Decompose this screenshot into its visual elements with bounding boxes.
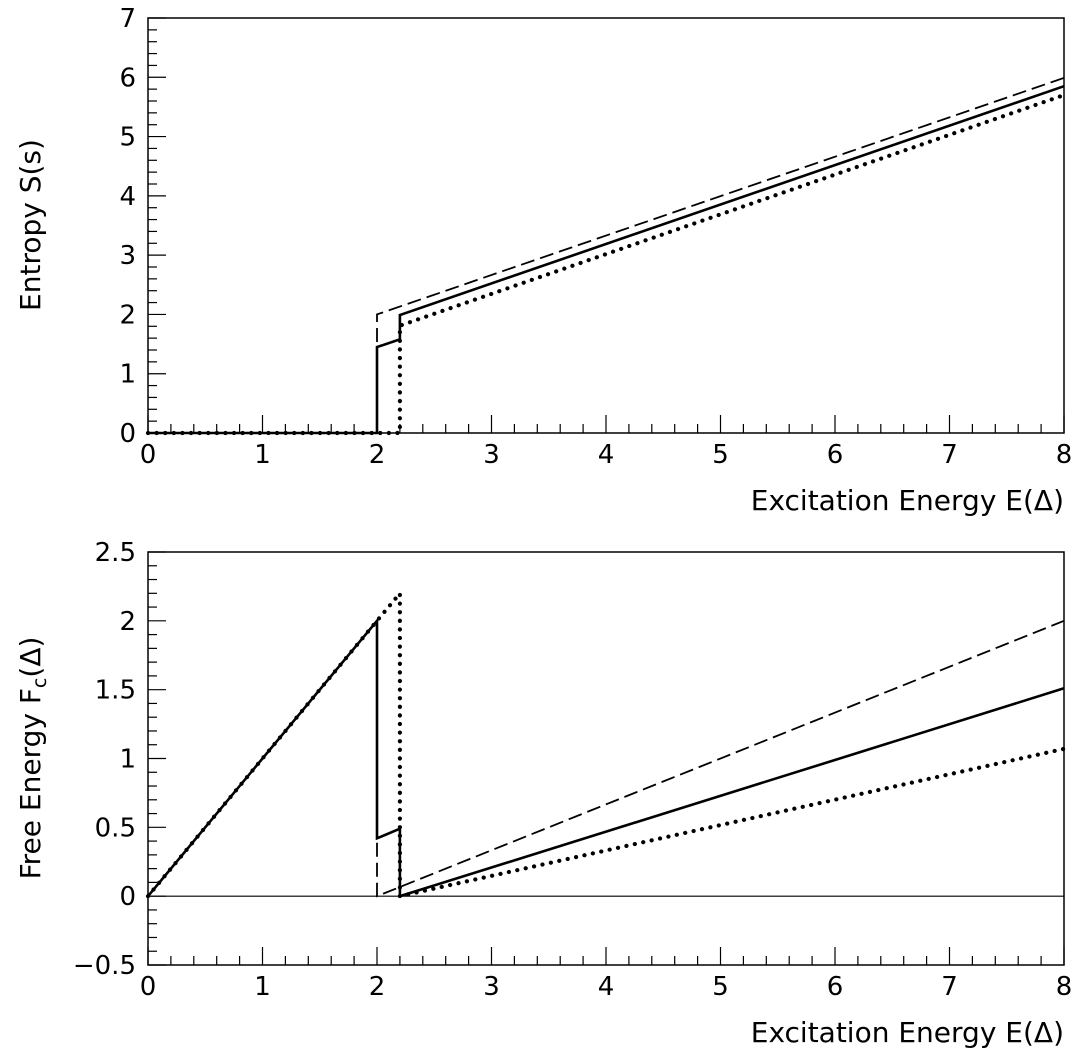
chart-1-series-dotted xyxy=(145,92,1067,436)
chart-2-y-tick-label: 0 xyxy=(119,882,136,912)
chart-1-y-tick-label: 3 xyxy=(119,241,136,271)
chart-2-x-tick-label: 8 xyxy=(1056,972,1073,1002)
chart-2-x-tick-label: 5 xyxy=(712,972,729,1002)
chart-2-series-solid xyxy=(147,617,1065,898)
chart-2-plot-frame xyxy=(147,551,1065,966)
chart-1-x-tick-label: 6 xyxy=(827,440,844,470)
chart-1-x-tick-label: 4 xyxy=(598,440,615,470)
chart-2-y-tick-label: 2.5 xyxy=(95,538,136,568)
chart-1-x-tick-label: 0 xyxy=(140,440,157,470)
chart-2-y-axis-title: Free Energy Fc(Δ) xyxy=(14,637,51,880)
chart-1-series-solid xyxy=(148,84,1065,435)
chart-2-x-tick-label: 2 xyxy=(369,972,386,1002)
chart-1-y-tick-label: 5 xyxy=(119,123,136,153)
chart-2-y-tick-label: 1 xyxy=(119,745,136,775)
chart-1-y-tick-label: 7 xyxy=(119,4,136,34)
chart-2-y-tick-label: 2 xyxy=(119,607,136,637)
chart-1-y-tick-label: 1 xyxy=(119,360,136,390)
chart-1-y-tick-label: 4 xyxy=(119,182,136,212)
chart-1-y-tick-label: 0 xyxy=(119,419,136,449)
chart-1-x-tick-label: 2 xyxy=(369,440,386,470)
chart-2-x-tick-label: 7 xyxy=(941,972,958,1002)
chart-2-x-axis-title: Excitation Energy E(Δ) xyxy=(751,1016,1064,1049)
chart-2-series-dotted xyxy=(145,587,1067,899)
chart-2-x-tick-label: 1 xyxy=(254,972,271,1002)
chart-1-x-axis-title: Excitation Energy E(Δ) xyxy=(751,484,1064,517)
chart-1-x-tick-label: 7 xyxy=(941,440,958,470)
chart-1-y-tick-label: 2 xyxy=(119,300,136,330)
chart-2-x-tick-label: 0 xyxy=(140,972,157,1002)
chart-2-x-tick-label: 4 xyxy=(598,972,615,1002)
chart-2-y-tick-label: −0.5 xyxy=(73,951,136,981)
chart-2-y-tick-label: 1.5 xyxy=(95,676,136,706)
chart-1: 0 1 2 3 4 5 6 7 8 0 1 2 3 4 5 6 7 Excitation Energy E(Δ) E… xyxy=(14,4,1072,517)
chart-1-plot-frame xyxy=(147,17,1065,434)
chart-2-y-tick-label: 0.5 xyxy=(95,813,136,843)
chart-1-x-tick-label: 5 xyxy=(712,440,729,470)
chart-1-y-tick-label: 6 xyxy=(119,63,136,93)
chart-1-x-tick-label: 1 xyxy=(254,440,271,470)
chart-2-series-dashed xyxy=(147,618,1065,898)
chart-1-x-tick-label: 3 xyxy=(483,440,500,470)
chart-2-x-tick-label: 6 xyxy=(827,972,844,1002)
chart-2-x-tick-label: 3 xyxy=(483,972,500,1002)
chart-1-y-axis-title: Entropy S(s) xyxy=(14,139,47,311)
chart-1-x-tick-label: 8 xyxy=(1056,440,1073,470)
